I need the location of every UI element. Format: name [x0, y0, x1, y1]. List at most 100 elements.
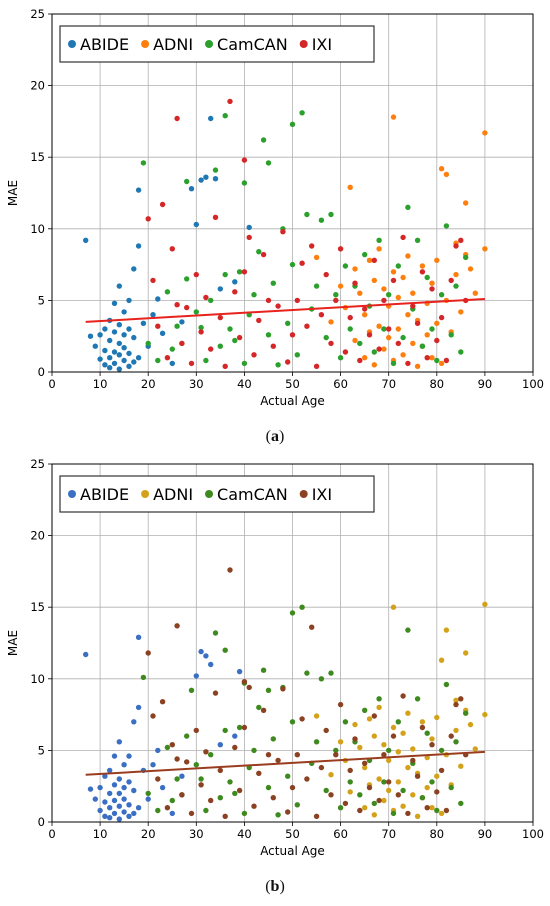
- data-point-camcan: [289, 610, 296, 616]
- data-point-camcan: [155, 807, 161, 814]
- data-point-camcan: [362, 251, 368, 258]
- data-point-adni: [390, 269, 397, 275]
- data-point-camcan: [222, 727, 228, 734]
- data-point-adni: [386, 334, 392, 341]
- data-point-ixi: [169, 742, 175, 748]
- data-point-adni: [443, 171, 450, 178]
- data-point-camcan: [193, 762, 199, 768]
- data-point-ixi: [318, 764, 325, 771]
- data-point-ixi: [280, 686, 286, 692]
- data-point-camcan: [256, 704, 262, 711]
- data-point-abide: [121, 357, 127, 364]
- data-point-abide: [135, 243, 142, 249]
- data-point-camcan: [169, 346, 175, 352]
- data-point-ixi: [328, 340, 334, 347]
- data-point-ixi: [381, 297, 387, 304]
- data-point-ixi: [222, 813, 228, 819]
- trend-line: [85, 297, 485, 323]
- data-point-ixi: [386, 326, 392, 332]
- data-point-adni: [453, 727, 459, 734]
- data-point-ixi: [193, 727, 199, 734]
- x-tick-label: 10: [93, 377, 108, 391]
- data-point-camcan: [164, 744, 171, 751]
- data-point-camcan: [232, 790, 238, 797]
- data-point-abide: [232, 279, 238, 285]
- data-point-abide: [131, 810, 137, 817]
- x-tick-label: 100: [522, 827, 544, 841]
- data-point-camcan: [434, 357, 440, 364]
- data-point-ixi: [333, 752, 339, 758]
- data-point-ixi: [448, 277, 454, 284]
- data-point-camcan: [285, 773, 291, 779]
- data-point-camcan: [241, 810, 248, 817]
- data-point-abide: [102, 326, 108, 332]
- data-point-adni: [395, 294, 401, 301]
- data-point-adni: [405, 710, 411, 716]
- data-point-ixi: [434, 789, 440, 795]
- legend-label-abide: ABIDE: [80, 485, 129, 504]
- x-tick-label: 40: [237, 827, 252, 841]
- data-point-ixi: [304, 323, 310, 329]
- legend: ABIDE ADNI CamCAN IXI: [59, 475, 375, 513]
- y-tick-label: 10: [30, 672, 45, 686]
- data-point-ixi: [265, 752, 272, 758]
- data-point-adni: [352, 721, 358, 728]
- data-point-ixi: [198, 329, 204, 335]
- data-point-adni: [429, 355, 435, 361]
- data-point-adni: [400, 274, 406, 281]
- data-point-ixi: [265, 297, 272, 304]
- data-point-adni: [434, 257, 440, 263]
- data-point-camcan: [463, 710, 469, 716]
- data-point-ixi: [386, 779, 392, 785]
- panel-b-chart: 0 10 20 30 40 50 60 70 80 90 100 0 5 10 15 20 25 Actual A…: [6, 457, 544, 858]
- data-point-adni: [410, 746, 416, 752]
- data-point-abide: [97, 356, 103, 362]
- data-point-camcan: [453, 283, 459, 289]
- data-point-abide: [116, 803, 123, 809]
- data-point-camcan: [260, 667, 267, 673]
- x-tick-label: 40: [237, 377, 252, 391]
- data-point-abide: [116, 816, 123, 822]
- data-point-camcan: [448, 784, 454, 791]
- data-point-abide: [116, 739, 123, 745]
- data-point-ixi: [371, 713, 377, 719]
- data-point-ixi: [323, 727, 329, 734]
- x-tick-label: 20: [141, 827, 156, 841]
- data-point-ixi: [241, 679, 248, 685]
- data-point-camcan: [342, 263, 349, 269]
- data-point-ixi: [309, 243, 315, 249]
- data-point-adni: [419, 263, 426, 269]
- data-point-adni: [414, 363, 421, 369]
- data-point-abide: [217, 742, 223, 748]
- data-point-adni: [482, 246, 488, 252]
- data-point-ixi: [236, 787, 243, 794]
- data-point-abide: [208, 115, 214, 122]
- data-point-adni: [438, 657, 445, 663]
- panel-a-chart: 0 10 20 30 40 50 60 70 80 90 100 0 5 10 15 20 25 Actual A…: [6, 7, 544, 408]
- data-point-adni: [429, 805, 435, 811]
- data-point-abide: [135, 187, 142, 193]
- data-point-adni: [362, 312, 368, 318]
- data-point-ixi: [227, 567, 233, 573]
- data-point-adni: [352, 337, 358, 344]
- data-point-camcan: [438, 747, 445, 754]
- data-point-ixi: [357, 807, 363, 814]
- x-tick-label: 50: [285, 377, 300, 391]
- data-point-abide: [193, 221, 199, 228]
- data-point-camcan: [289, 719, 296, 725]
- data-point-abide: [116, 776, 123, 782]
- series-ixi: [145, 567, 469, 819]
- data-point-ixi: [318, 312, 325, 318]
- data-point-abide: [135, 634, 142, 640]
- data-point-camcan: [405, 204, 411, 210]
- panel-a-label: a: [271, 428, 279, 445]
- data-point-ixi: [458, 696, 464, 702]
- data-point-camcan: [453, 739, 459, 745]
- data-point-abide: [179, 319, 185, 325]
- data-point-camcan: [429, 779, 435, 785]
- data-point-ixi: [414, 320, 421, 326]
- data-point-camcan: [395, 263, 401, 269]
- x-tick-label: 80: [429, 827, 444, 841]
- data-point-camcan: [304, 670, 310, 676]
- data-point-camcan: [357, 792, 363, 798]
